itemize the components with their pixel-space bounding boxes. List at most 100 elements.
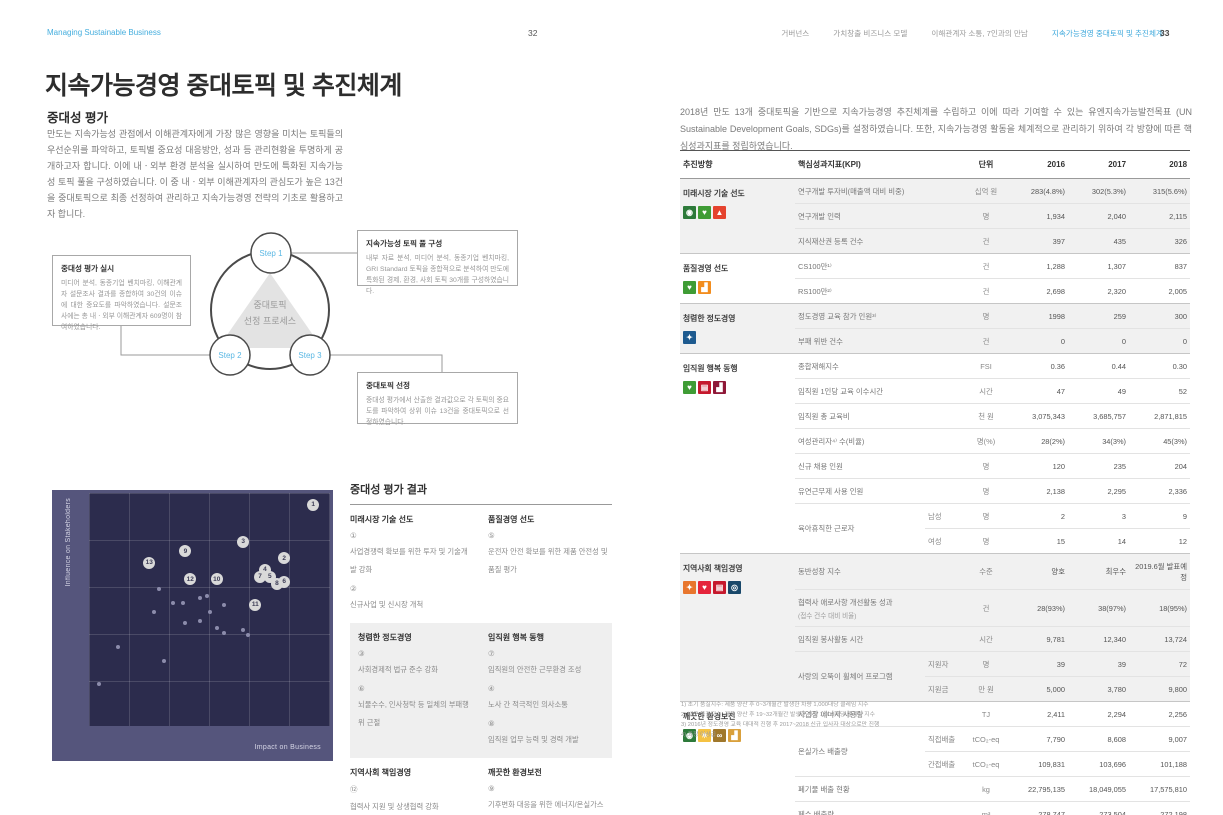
value-cell: 9,007 — [1129, 726, 1191, 752]
sub-label-cell: 지원금 — [925, 676, 966, 702]
matrix-minor-dot — [241, 628, 246, 633]
results-item-number: ③ — [358, 649, 365, 658]
sdg-icon: ▟ — [698, 281, 711, 294]
results-item: ③ 사회경제적 법규 준수 강화 — [358, 649, 474, 677]
results-item: ④ 노사 간 적극적인 의사소통 — [488, 684, 604, 712]
value-cell: 1,288 — [1007, 253, 1069, 279]
sdg-icon-row: ♥ ▤ ▟ — [683, 381, 792, 394]
process-box-body: 내부 자료 분석, 미디어 분석, 동종기업 벤치마킹, GRI Standar… — [366, 255, 509, 295]
table-row: 지식재산권 등록 건수 건 397 435 326 — [680, 228, 1191, 254]
sdg-icon: ♥ — [683, 281, 696, 294]
value-cell: 101,188 — [1129, 751, 1191, 777]
value-cell: 272,198 — [1129, 801, 1191, 815]
value-cell: 28(2%) — [1007, 428, 1069, 454]
value-cell: 2,871,815 — [1129, 403, 1191, 429]
results-item-number: ⑤ — [488, 531, 495, 540]
value-cell: 18,049,055 — [1068, 776, 1130, 802]
unit-cell: 만 원 — [965, 676, 1008, 702]
results-item: ② 신규사업 및 신시장 개척 — [350, 584, 474, 612]
top-nav: 거버넌스 가치창출 비즈니스 모델 이해관계자 소통, 7인과의 만남 지속가능경영 … — [683, 28, 1163, 39]
value-cell: 204 — [1129, 453, 1191, 479]
value-cell: 3,075,343 — [1007, 403, 1069, 429]
sdg-icon: ✦ — [683, 331, 696, 344]
process-diagram: 중대토픽 선정 프로세스 Step 1 Step 2 Step 3 — [120, 232, 443, 376]
nav-item-active[interactable]: 지속가능경영 중대토픽 및 추진체계 — [1051, 29, 1163, 38]
direction-name: 지역사회 책임경영 — [683, 564, 743, 573]
direction-cell: 미래시장 기술 선도 ◉ ♥ ▲ — [680, 178, 795, 254]
results-band: 미래시장 기술 선도 ① 사업경쟁력 확보를 위한 투자 및 기술개발 강화 ② 신규사… — [350, 505, 612, 623]
table-row: 여성 명 15 14 12 — [680, 528, 1191, 554]
column-header: 2017 — [1068, 150, 1130, 179]
results-item-text: 임직원의 안전한 근무환경 조성 — [488, 665, 582, 674]
value-cell: 9,800 — [1129, 676, 1191, 702]
kpi-cell: CS100만¹⁾ — [795, 253, 966, 279]
value-cell: 14 — [1068, 528, 1130, 554]
intro-paragraph: 2018년 만도 13개 중대토픽을 기반으로 지속가능경영 추진체계를 수립하… — [680, 107, 1192, 152]
value-cell: 302(5.3%) — [1068, 178, 1130, 204]
materiality-paragraph: 만도는 지속가능성 관점에서 이해관계자에게 가장 많은 영향을 미치는 토픽들… — [47, 129, 343, 220]
table-row: 임직원 행복 동행 ♥ ▤ ▟ 종합재해지수 FSI 0.36 0.44 0.30 — [680, 353, 1191, 554]
results-item-number: ⑧ — [488, 719, 495, 728]
column-header: 2016 — [1007, 150, 1069, 179]
results-item: ⑨ 기후변화 대응을 위한 에너지/온실가스 감축 — [488, 784, 612, 815]
value-cell: 8,608 — [1068, 726, 1130, 752]
sdg-icon-row: ◉ ♥ ▲ — [683, 206, 792, 219]
value-cell: 9 — [1129, 503, 1191, 529]
unit-cell: 수준 — [965, 553, 1008, 590]
table-body: 미래시장 기술 선도 ◉ ♥ ▲ 연구개발 투자비(매출액 대비 비중) 십억 원 283(… — [680, 178, 1191, 815]
direction-cell: 지역사회 책임경영 ✦ ♥ ▤ ◎ — [680, 553, 795, 702]
results-item-number: ⑦ — [488, 649, 495, 658]
value-cell: 최우수 — [1068, 553, 1130, 590]
section-heading-materiality: 중대성 평가 — [47, 111, 108, 125]
unit-cell: 명 — [965, 528, 1008, 554]
value-cell: 2,294 — [1068, 701, 1130, 727]
unit-cell: 십억 원 — [965, 178, 1008, 204]
table-row: 온실가스 배출량 직접배출 tCO₂-eq 7,790 8,608 9,007 — [680, 726, 1191, 777]
value-cell: 39 — [1007, 651, 1069, 677]
results-item: ⑥ 뇌물수수, 인사청탁 등 일체의 부패행위 근절 — [358, 684, 474, 730]
unit-cell: 건 — [965, 328, 1008, 354]
step3-label: Step 3 — [298, 351, 322, 360]
table-row: 육아휴직한 근로자 남성 명 2 3 9 — [680, 503, 1191, 554]
table-row: 임직원 총 교육비 천 원 3,075,343 3,685,757 2,871,815 — [680, 403, 1191, 429]
unit-cell: 건 — [965, 278, 1008, 304]
sdg-icon: ▟ — [713, 381, 726, 394]
nav-item[interactable]: 가치창출 비즈니스 모델 — [833, 29, 908, 38]
nav-item[interactable]: 이해관계자 소통, 7인과의 만남 — [931, 29, 1028, 38]
results-item-text: 임직원 업무 능력 및 경력 개발 — [488, 735, 579, 744]
kpi-cell: 지식재산권 등록 건수 — [795, 228, 966, 254]
value-cell: 2,040 — [1068, 203, 1130, 229]
column-header: 추진방향 — [680, 150, 795, 179]
sdg-icon: ♥ — [698, 206, 711, 219]
results-group-title: 깨끗한 환경보전 — [488, 768, 542, 777]
results-item: ⑤ 운전자 안전 확보를 위한 제품 안전성 및 품질 평가 — [488, 531, 612, 577]
direction-cell: 청렴한 정도경영 ✦ — [680, 303, 795, 354]
unit-cell: 명 — [965, 453, 1008, 479]
value-cell: 22,795,135 — [1007, 776, 1069, 802]
value-cell: 103,696 — [1068, 751, 1130, 777]
value-cell: 2019.6월 발표예정 — [1129, 553, 1191, 590]
table-row: 부패 위반 건수 건 0 0 0 — [680, 328, 1191, 354]
step1-label: Step 1 — [259, 249, 283, 258]
value-cell: 2,320 — [1068, 278, 1130, 304]
value-cell: 17,575,810 — [1129, 776, 1191, 802]
value-cell: 15 — [1007, 528, 1069, 554]
column-header: 핵심성과지표(KPI) — [795, 150, 966, 179]
value-cell: 0.44 — [1068, 353, 1130, 379]
unit-cell: tCO₂-eq — [965, 751, 1008, 777]
direction-name: 미래시장 기술 선도 — [683, 189, 745, 198]
nav-item[interactable]: 거버넌스 — [781, 29, 810, 38]
value-cell: 12 — [1129, 528, 1191, 554]
process-box-topic-pool: 지속가능성 토픽 풀 구성 내부 자료 분석, 미디어 분석, 동종기업 벤치마… — [357, 230, 518, 295]
value-cell: 300 — [1129, 303, 1191, 329]
sdg-icon: ∞ — [713, 729, 726, 742]
matrix-minor-dot — [115, 644, 120, 649]
unit-cell: 명 — [965, 303, 1008, 329]
direction-name: 깨끗한 환경보전 — [683, 712, 736, 721]
table-row: 사랑의 오뚝이 휠체어 프로그램 지원자 명 39 39 72 — [680, 651, 1191, 702]
value-cell: 1,934 — [1007, 203, 1069, 229]
results-group: 청렴한 정도경영 ③ 사회경제적 법규 준수 강화 ⑥ 뇌물수수, 인사청탁 등 일체의… — [358, 632, 474, 754]
value-cell: 2,295 — [1068, 478, 1130, 504]
matrix-topic-bubble: 7 — [254, 570, 267, 583]
kpi-cell: 사업장 에너지 사용량 — [795, 701, 966, 727]
